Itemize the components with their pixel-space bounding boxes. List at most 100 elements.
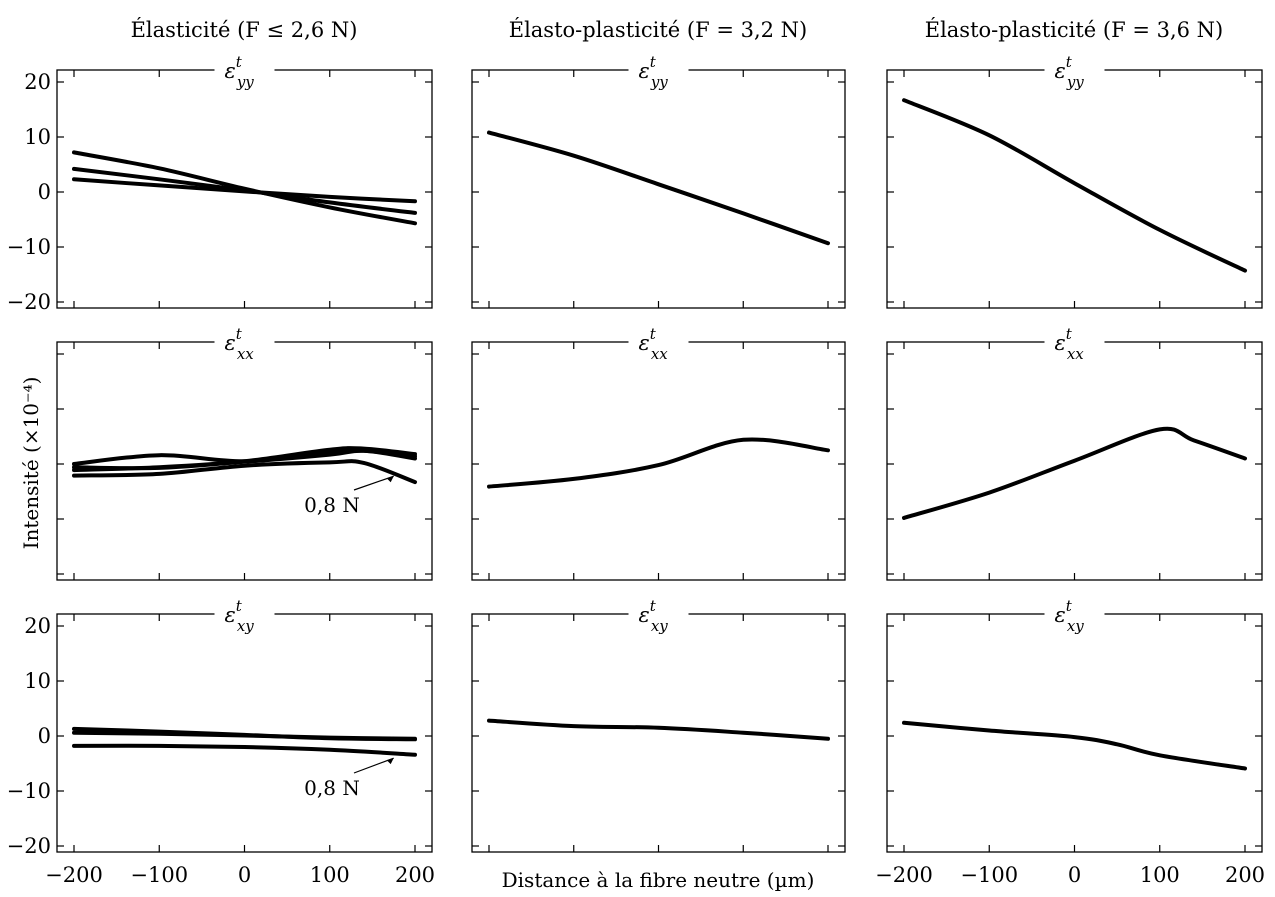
panel-frame bbox=[471, 613, 846, 853]
label-sup: t bbox=[1066, 325, 1073, 343]
series-line-2 bbox=[72, 730, 417, 741]
y-tick-label: 0 bbox=[38, 724, 51, 748]
y-tick-label: −20 bbox=[7, 834, 51, 858]
panel-r2-c1: εt xx 0,8 N bbox=[56, 325, 433, 581]
label-sub: xy bbox=[651, 617, 668, 635]
annotation-arrow-head bbox=[386, 476, 394, 483]
x-tick-label: 100 bbox=[310, 863, 350, 887]
label-base: ε bbox=[639, 331, 650, 355]
panel-label-gap bbox=[214, 334, 275, 350]
label-sub: xx bbox=[1067, 345, 1084, 363]
x-axis-label: Distance à la fibre neutre (µm) bbox=[502, 868, 815, 892]
series-line-1 bbox=[72, 459, 417, 485]
y-tick-label: −10 bbox=[7, 779, 51, 803]
panel-label-eps-yy: εt yy bbox=[225, 53, 255, 91]
label-base: ε bbox=[639, 59, 650, 83]
label-sub: xy bbox=[1067, 617, 1084, 635]
x-tick-label: 0 bbox=[1068, 863, 1081, 887]
series-line-4 bbox=[72, 448, 417, 473]
series-line-1 bbox=[487, 437, 830, 489]
panel-r3-c2: εt xy bbox=[471, 597, 846, 853]
panel-label-gap bbox=[1044, 334, 1105, 350]
panel-label-gap bbox=[1044, 606, 1105, 622]
panel-r3-c3: −200 −100 0 100 200 εt xy bbox=[875, 597, 1265, 887]
x-tick-label: 200 bbox=[1225, 863, 1265, 887]
panel-r1-c1: 20 10 0 −10 −20 εt yy bbox=[7, 53, 433, 314]
label-base: ε bbox=[1055, 603, 1066, 627]
label-sup: t bbox=[236, 53, 243, 71]
label-base: ε bbox=[225, 603, 236, 627]
column-title-1: Élasticité (F ≤ 2,6 N) bbox=[131, 18, 358, 42]
annotation-arrow-line bbox=[353, 757, 394, 774]
label-base: ε bbox=[225, 331, 236, 355]
column-title-3: Élasto-plasticité (F = 3,6 N) bbox=[925, 18, 1224, 42]
panel-label-eps-xx: εt xx bbox=[1055, 325, 1085, 363]
label-base: ε bbox=[639, 603, 650, 627]
y-tick-label: 20 bbox=[24, 614, 51, 638]
panel-r1-c2: εt yy bbox=[471, 53, 846, 309]
label-sup: t bbox=[650, 597, 657, 615]
y-tick-label: −10 bbox=[7, 235, 51, 259]
label-base: ε bbox=[225, 59, 236, 83]
label-sub: yy bbox=[650, 73, 668, 91]
y-tick-label: 10 bbox=[24, 125, 51, 149]
x-tick-label: 200 bbox=[395, 863, 435, 887]
panel-label-gap bbox=[628, 334, 689, 350]
panel-label-eps-xx: εt xx bbox=[225, 325, 255, 363]
panel-frame bbox=[886, 69, 1263, 309]
series-line-3 bbox=[72, 177, 417, 204]
y-tick-label: 0 bbox=[38, 180, 51, 204]
label-base: ε bbox=[1055, 59, 1066, 83]
panel-label-gap bbox=[214, 606, 275, 622]
panel-label-gap bbox=[214, 62, 275, 78]
series-line-1 bbox=[902, 426, 1247, 520]
panel-r2-c3: εt xx bbox=[886, 325, 1263, 581]
panel-label-gap bbox=[1044, 62, 1105, 78]
y-tick-label: 10 bbox=[24, 669, 51, 693]
label-sup: t bbox=[236, 597, 243, 615]
x-tick-label: 100 bbox=[1140, 863, 1180, 887]
label-sup: t bbox=[650, 325, 657, 343]
label-sup: t bbox=[1066, 53, 1073, 71]
panel-label-eps-xy: εt xy bbox=[1055, 597, 1085, 635]
panel-label-eps-yy: εt yy bbox=[1055, 53, 1085, 91]
label-sup: t bbox=[236, 325, 243, 343]
panel-label-gap bbox=[628, 62, 689, 78]
label-sub: xy bbox=[237, 617, 254, 635]
column-title-2: Élasto-plasticité (F = 3,2 N) bbox=[509, 18, 808, 42]
panel-frame bbox=[886, 613, 1263, 853]
x-tick-label: −200 bbox=[875, 863, 933, 887]
series-line-3 bbox=[72, 743, 417, 757]
series-line-1 bbox=[902, 98, 1247, 273]
y-tick-label: 20 bbox=[24, 70, 51, 94]
panel-r2-c2: εt xx bbox=[471, 325, 846, 581]
panel-label-eps-xy: εt xy bbox=[639, 597, 669, 635]
panel-label-gap bbox=[628, 606, 689, 622]
label-sub: xx bbox=[237, 345, 254, 363]
x-tick-label: −100 bbox=[960, 863, 1018, 887]
x-tick-label: −200 bbox=[45, 863, 103, 887]
label-base: ε bbox=[1055, 331, 1066, 355]
panel-label-eps-xx: εt xx bbox=[639, 325, 669, 363]
panel-frame bbox=[471, 341, 846, 581]
annotation-label: 0,8 N bbox=[304, 493, 360, 517]
y-tick-label: −20 bbox=[7, 290, 51, 314]
x-tick-label: 0 bbox=[238, 863, 251, 887]
series-line-1 bbox=[487, 718, 830, 741]
annotation-arrow-head bbox=[386, 758, 394, 765]
series-line-1 bbox=[902, 720, 1247, 771]
label-sup: t bbox=[1066, 597, 1073, 615]
y-axis-label: Intensité (×10⁻⁴) bbox=[19, 377, 43, 550]
x-tick-label: −100 bbox=[130, 863, 188, 887]
series-line-1 bbox=[72, 150, 417, 226]
label-sub: yy bbox=[1066, 73, 1084, 91]
panel-label-eps-yy: εt yy bbox=[639, 53, 669, 91]
series-line-1 bbox=[487, 130, 830, 246]
label-sup: t bbox=[650, 53, 657, 71]
panel-r1-c3: εt yy bbox=[886, 53, 1263, 309]
panel-label-eps-xy: εt xy bbox=[225, 597, 255, 635]
panel-frame bbox=[471, 69, 846, 309]
annotation-label: 0,8 N bbox=[304, 776, 360, 800]
